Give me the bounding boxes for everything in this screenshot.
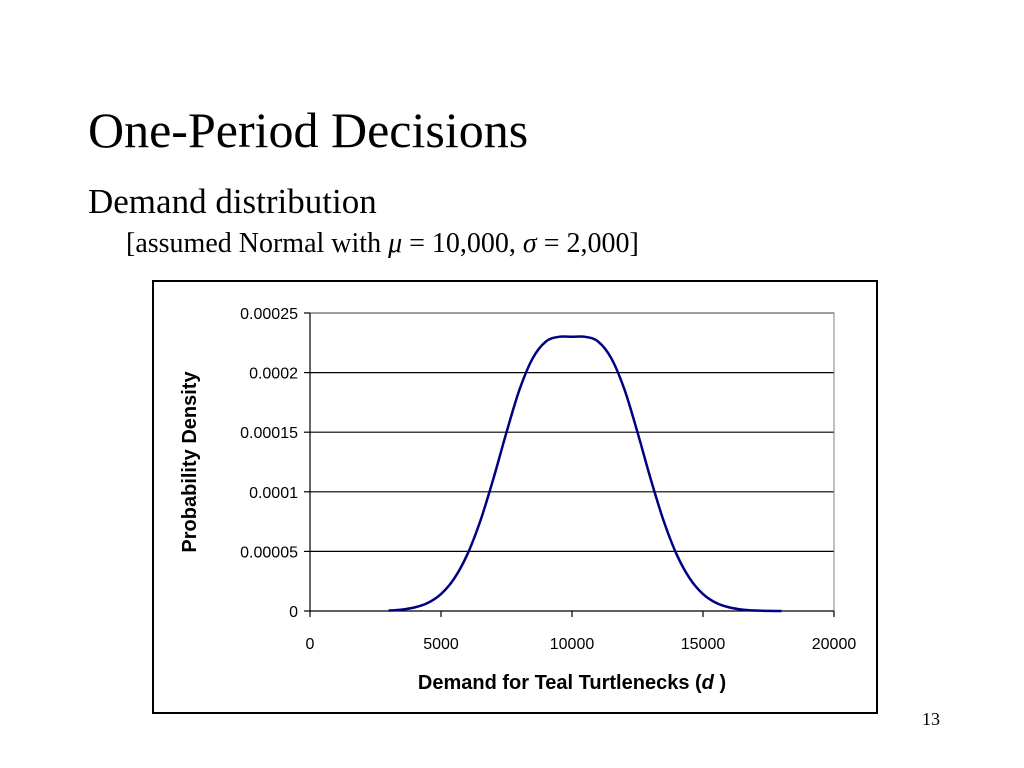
y-tick-label: 0.0001 [249,485,298,502]
series-layer [388,335,782,613]
y-tick-label: 0.00005 [240,544,298,561]
y-tick-label: 0 [289,604,298,621]
x-axis-label-variable: d [702,672,715,694]
mu-value: = 10,000, [402,228,523,259]
x-tick-label: 15000 [681,636,726,653]
plot-area-border [309,312,835,612]
x-tick-label: 0 [306,636,315,653]
x-axis-label-close: ) [714,672,726,694]
x-axis-label: Demand for Teal Turtlenecks (d ) [418,672,726,694]
distribution-assumption: [assumed Normal with μ = 10,000, σ = 2,0… [126,226,639,262]
x-tick-label: 10000 [550,636,595,653]
sigma-symbol: σ [522,228,537,259]
y-tick-label: 0.00015 [240,425,298,442]
chart-svg: 0 0.00005 0.0001 0.00015 0.0002 0.00025 0 5000 1… [179,306,856,694]
axes [304,312,835,617]
mu-symbol: μ [388,228,403,259]
x-tick-label: 5000 [423,636,459,653]
demand-chart: 0 0.00005 0.0001 0.00015 0.0002 0.00025 0 5000 1… [152,280,878,714]
x-axis-label-text: Demand for Teal Turtlenecks ( [418,672,702,694]
y-tick-label: 0.0002 [249,366,298,383]
grid-lines [310,312,834,552]
density-curve [388,335,782,613]
y-axis-label: Probability Density [179,371,201,553]
assumption-open: [assumed Normal with [126,228,389,259]
x-tick-label: 20000 [812,636,857,653]
slide-title: One-Period Decisions [88,102,529,158]
slide-subheading: Demand distribution [88,182,377,221]
y-tick-label: 0.00025 [240,306,298,323]
tick-labels: 0 0.00005 0.0001 0.00015 0.0002 0.00025 0 5000 1… [240,306,856,653]
sigma-value: = 2,000] [536,228,639,259]
page-number: 13 [922,709,940,729]
